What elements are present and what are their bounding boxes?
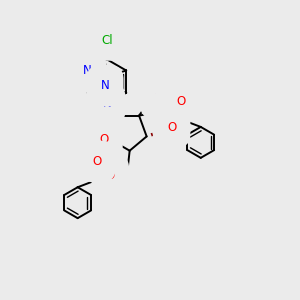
Text: F: F xyxy=(165,105,171,118)
Text: N: N xyxy=(103,98,111,110)
Polygon shape xyxy=(105,86,120,117)
Text: O: O xyxy=(99,133,109,146)
Text: O: O xyxy=(167,121,176,134)
Text: O: O xyxy=(106,169,115,182)
Text: N: N xyxy=(100,80,109,92)
Text: O: O xyxy=(92,155,102,168)
Text: N: N xyxy=(83,64,92,77)
Text: O: O xyxy=(176,94,185,108)
Text: F: F xyxy=(154,92,161,105)
Text: Cl: Cl xyxy=(101,34,113,46)
